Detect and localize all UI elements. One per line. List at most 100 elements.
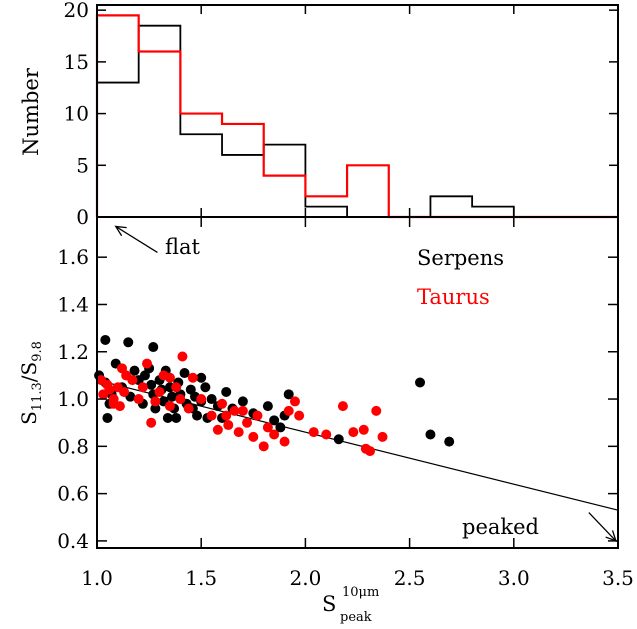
point-serpens [425, 429, 436, 440]
point-taurus [248, 431, 259, 442]
hist-ytick-label: 15 [64, 50, 89, 74]
point-serpens [283, 389, 294, 400]
xlabel-subscript: peak [340, 610, 372, 625]
point-serpens [123, 337, 134, 348]
hist-series-taurus [95, 14, 618, 219]
peaked-arrow [588, 512, 617, 542]
hist-ytick-label: 10 [64, 102, 89, 126]
ylabel-sub1: 11.3 [30, 382, 45, 411]
scatter-xtick-label: 3.0 [498, 566, 530, 590]
point-taurus [294, 410, 305, 421]
point-taurus [348, 427, 359, 438]
scatter-ytick-label: 1.6 [57, 245, 89, 269]
point-taurus [164, 372, 175, 383]
peaked-label: peaked [462, 515, 539, 539]
scatter-ytick-label: 1.2 [57, 340, 89, 364]
point-taurus [206, 410, 217, 421]
point-taurus [321, 429, 332, 440]
hist-series-serpens [96, 24, 618, 218]
annotations-layer: flat peaked [114, 225, 617, 542]
point-serpens [150, 403, 161, 414]
flat-label: flat [165, 235, 201, 259]
point-taurus [164, 401, 175, 412]
histogram-y-ticks: 0 5 10 15 20 [64, 0, 618, 229]
flat-arrow-head [114, 225, 127, 237]
histogram-panel: 0 5 10 15 20 Number [19, 0, 619, 229]
scatter-x-axis-label: S [322, 592, 336, 616]
point-taurus [221, 410, 232, 421]
point-taurus [127, 375, 138, 386]
point-serpens [262, 401, 273, 412]
point-taurus [217, 398, 228, 409]
point-serpens [167, 391, 178, 402]
hist-step-taurus [95, 14, 618, 219]
scatter-points-layer [94, 334, 455, 457]
point-taurus [233, 427, 244, 438]
ylabel-sub2: 9.8 [30, 341, 45, 362]
point-taurus [212, 424, 223, 435]
point-taurus [371, 405, 382, 416]
point-serpens [444, 436, 455, 447]
point-taurus [252, 410, 263, 421]
point-serpens [333, 434, 344, 445]
point-taurus [279, 436, 290, 447]
point-serpens [129, 365, 140, 376]
point-taurus [242, 417, 253, 428]
point-serpens [206, 394, 217, 405]
scatter-ticks: 1.0 1.5 2.0 2.5 3.0 3.5 0.4 0.6 0.8 1.0 1.2 1.4 1.6 [57, 217, 634, 590]
point-serpens [196, 372, 207, 383]
histogram-y-axis-label: Number [19, 67, 43, 156]
legend-serpens: Serpens [417, 246, 504, 270]
point-serpens [148, 342, 159, 353]
scatter-panel: 1.0 1.5 2.0 2.5 3.0 3.50.40.60.81.01.21.41.6 … [17, 216, 634, 625]
point-taurus [154, 386, 165, 397]
point-taurus [337, 401, 348, 412]
scatter-ytick-label: 0.6 [57, 482, 89, 506]
point-serpens [221, 386, 232, 397]
point-taurus [183, 403, 194, 414]
point-taurus [269, 429, 280, 440]
scatter-ytick-label: 0.4 [57, 529, 89, 553]
point-serpens [192, 410, 203, 421]
point-serpens [269, 415, 280, 426]
point-taurus [229, 405, 240, 416]
point-serpens [102, 412, 113, 423]
point-taurus [133, 394, 144, 405]
ylabel-mid: /S [17, 362, 41, 382]
point-serpens [179, 368, 190, 379]
point-serpens [415, 377, 426, 388]
point-serpens [171, 412, 182, 423]
hist-step-serpens [96, 24, 618, 218]
point-taurus [150, 396, 161, 407]
scatter-xtick-label: 1.5 [185, 566, 217, 590]
legend-taurus: Taurus [417, 285, 490, 309]
scatter-ytick-label: 0.8 [57, 434, 89, 458]
point-taurus [308, 427, 319, 438]
point-serpens [275, 422, 286, 433]
flat-arrow [115, 225, 158, 254]
peaked-arrow-head [605, 530, 617, 542]
point-taurus [283, 405, 294, 416]
point-taurus [175, 394, 186, 405]
scatter-y-axis-label: S11.3/S9.8 [17, 341, 45, 425]
point-taurus [108, 398, 119, 409]
scatter-xtick-label: 1.0 [81, 566, 113, 590]
hist-ytick-label: 20 [64, 0, 89, 22]
hist-ytick-label: 5 [76, 153, 89, 177]
point-taurus [137, 382, 148, 393]
point-taurus [104, 384, 115, 395]
point-taurus [365, 446, 376, 457]
point-taurus [187, 372, 198, 383]
hist-ytick-label: 0 [76, 205, 89, 229]
point-serpens [237, 396, 248, 407]
scatter-xtick-label: 3.5 [602, 566, 634, 590]
point-taurus [196, 394, 207, 405]
point-taurus [146, 417, 157, 428]
point-taurus [177, 351, 188, 362]
point-serpens [100, 334, 111, 345]
scatter-xtick-label: 2.5 [394, 566, 426, 590]
point-taurus [358, 424, 369, 435]
point-taurus [119, 386, 130, 397]
point-taurus [258, 441, 269, 452]
